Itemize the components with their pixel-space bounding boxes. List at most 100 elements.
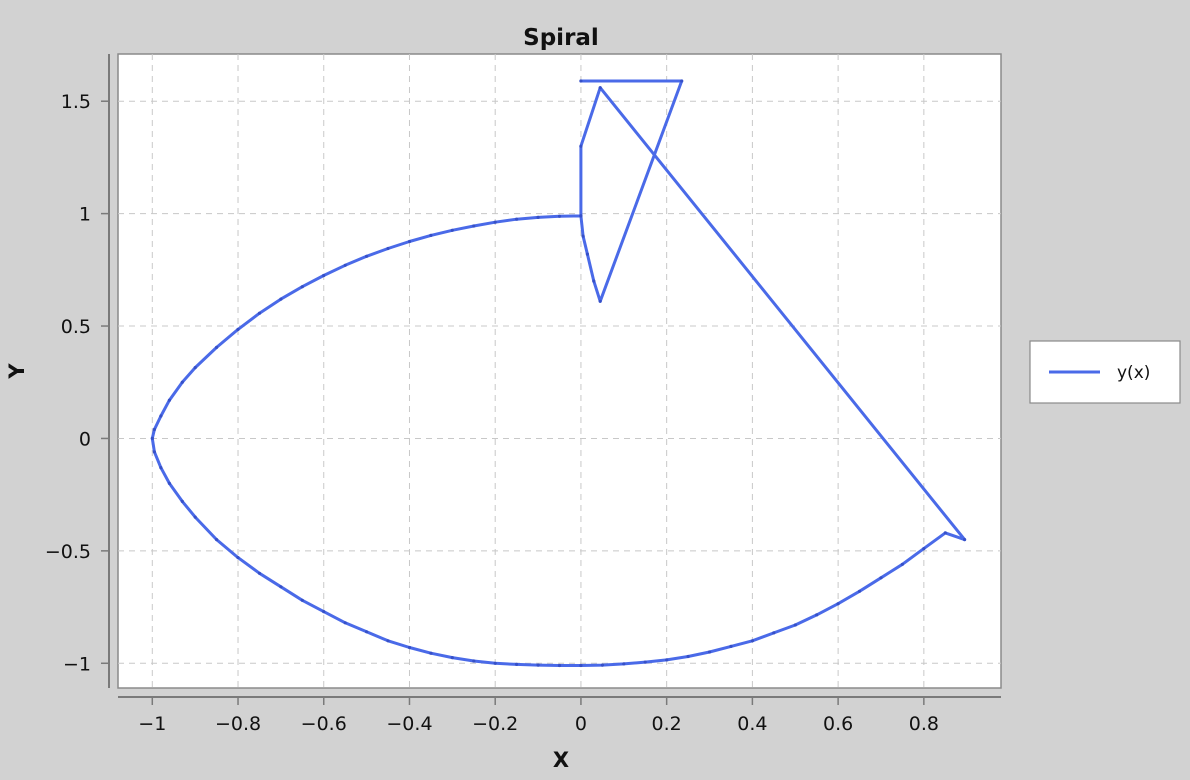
data-point <box>592 279 596 283</box>
x-tick-label: −1 <box>138 713 166 735</box>
data-point <box>472 224 476 228</box>
data-point <box>879 576 883 580</box>
data-point <box>922 547 926 551</box>
series-line-y-x <box>150 79 967 667</box>
x-axis-ticks: −1 −0.8 −0.6 −0.4 −0.2 0 0.2 0.4 0.6 0.8 <box>138 697 939 735</box>
data-point <box>193 515 197 519</box>
data-point <box>579 663 583 668</box>
data-point <box>167 481 171 485</box>
data-point <box>407 645 412 650</box>
data-point <box>680 79 684 83</box>
data-point <box>729 644 733 649</box>
legend: y(x) <box>1029 340 1181 404</box>
data-point <box>557 214 562 218</box>
data-point <box>343 263 347 267</box>
data-point <box>343 621 347 625</box>
data-point <box>579 79 583 83</box>
data-point <box>152 450 156 454</box>
data-point <box>665 658 669 662</box>
data-point <box>598 299 602 303</box>
data-point <box>536 663 540 667</box>
data-point <box>557 663 562 668</box>
y-tick-label: −0.5 <box>45 541 91 563</box>
data-point <box>167 398 171 402</box>
data-point <box>450 656 454 660</box>
data-point <box>365 254 369 258</box>
y-axis-ticks: −1 −0.5 0 0.5 1 1.5 <box>45 91 109 675</box>
data-point <box>257 571 262 575</box>
y-tick-label: 0.5 <box>61 316 91 338</box>
data-point <box>257 311 262 315</box>
data-point <box>815 613 819 617</box>
chart-title: Spiral <box>523 25 599 51</box>
x-tick-label: −0.8 <box>215 713 261 735</box>
data-point <box>407 239 412 244</box>
data-point <box>180 380 184 384</box>
series-layer <box>150 79 967 668</box>
data-point <box>857 589 862 593</box>
x-tick-label: 0.2 <box>652 713 682 735</box>
data-point <box>772 631 776 635</box>
data-point <box>365 630 369 634</box>
data-point <box>493 661 497 665</box>
data-point <box>943 531 947 535</box>
data-point <box>515 662 519 667</box>
data-point <box>300 285 304 289</box>
x-tick-label: 0.4 <box>737 713 767 735</box>
data-point <box>386 639 390 643</box>
y-axis-title: Y <box>5 363 29 380</box>
data-point <box>159 466 163 470</box>
plot-area <box>117 53 1002 689</box>
data-point <box>579 214 583 218</box>
data-point <box>750 639 755 643</box>
data-point <box>579 144 583 148</box>
x-tick-label: −0.6 <box>301 713 347 735</box>
data-point <box>686 654 690 659</box>
data-point <box>322 273 326 278</box>
x-tick-label: 0.8 <box>909 713 939 735</box>
y-tick-label: −1 <box>63 653 91 675</box>
data-point <box>581 234 585 238</box>
x-axis-title: X <box>553 748 569 772</box>
data-point <box>180 499 184 503</box>
data-point <box>643 660 647 664</box>
data-point <box>236 556 240 560</box>
y-tick-label: 1.5 <box>61 91 91 113</box>
y-tick-label: 1 <box>79 204 91 226</box>
data-point <box>279 297 283 301</box>
data-point <box>215 538 219 542</box>
data-point <box>493 220 497 224</box>
data-point <box>622 662 626 666</box>
grid <box>118 54 1001 688</box>
x-tick-label: 0 <box>575 713 587 735</box>
data-point <box>429 233 433 237</box>
data-point <box>193 366 197 370</box>
x-tick-label: −0.2 <box>472 713 518 735</box>
data-point <box>215 345 219 349</box>
x-tick-label: 0.6 <box>823 713 853 735</box>
data-point <box>279 585 283 589</box>
data-point <box>963 538 967 542</box>
data-point <box>793 623 797 627</box>
data-point <box>159 414 163 418</box>
data-point <box>322 610 326 614</box>
data-point <box>450 228 454 232</box>
data-point <box>836 602 840 606</box>
data-point <box>429 651 433 655</box>
data-point <box>515 217 519 221</box>
data-point <box>707 650 712 654</box>
data-point <box>585 252 590 256</box>
data-point <box>236 327 240 331</box>
data-point <box>386 246 390 251</box>
data-point <box>900 562 905 566</box>
data-point <box>600 663 605 667</box>
y-tick-label: 0 <box>79 428 91 450</box>
data-point <box>472 659 476 663</box>
data-point <box>598 86 602 90</box>
data-point <box>150 436 154 440</box>
data-point <box>300 598 304 602</box>
data-point <box>152 427 156 432</box>
data-point <box>536 215 540 219</box>
legend-label-y-x: y(x) <box>1117 363 1150 383</box>
